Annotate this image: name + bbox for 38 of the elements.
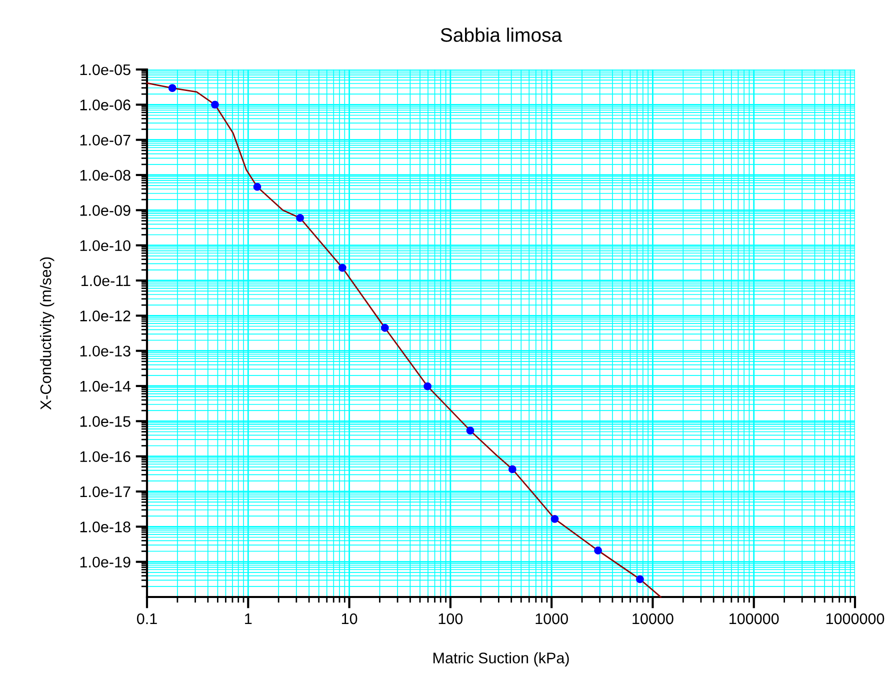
y-tick-label: 1.0e-16 [80,451,130,462]
y-tick-label: 1.0e-13 [80,346,130,357]
y-tick-label: 1.0e-07 [80,134,130,146]
y-tick-label: 1.0e-15 [80,416,130,427]
y-tick-label: 1.0e-06 [80,100,130,110]
y-tick-label: 1.0e-05 [80,64,130,76]
x-tick-label: 1000 [536,613,568,624]
point [466,426,474,435]
x-axis-title: Matric Suction (kPa) [433,652,569,666]
point [636,575,644,584]
point [338,264,346,272]
y-tick-label: 1.0e-08 [80,170,130,181]
y-tick-label: 1.0e-19 [80,556,130,568]
y-tick-label: 1.0e-12 [80,310,130,322]
point [594,546,602,554]
x-tick-label: 100 [438,613,463,624]
point [550,514,559,523]
y-tick-label: 1.0e-17 [80,486,130,498]
x-tick-label: 10 [342,613,358,624]
x-tick-label: 0.1 [136,613,157,624]
x-tick-label: 10000 [632,613,674,624]
point [508,465,516,474]
y-tick-label: 1.0e-09 [80,205,130,216]
point [296,214,304,222]
y-tick-label: 1.0e-10 [80,240,130,252]
y-axis-title: X-Conductivity (m/sec) [40,257,54,410]
point [211,100,219,109]
point [424,382,432,390]
y-tick-label: 1.0e-14 [80,380,131,392]
x-tick-label: 1 [245,614,252,624]
y-tick-label: 1.0e-11 [82,275,130,286]
point [253,182,262,191]
x-tick-label: 100000 [730,613,779,624]
point [380,324,389,332]
point [168,84,176,92]
chart-title: Sabbia limosa [440,28,562,42]
y-tick-label: 1.0e-18 [80,522,130,532]
x-tick-label: 1000000 [826,613,884,624]
